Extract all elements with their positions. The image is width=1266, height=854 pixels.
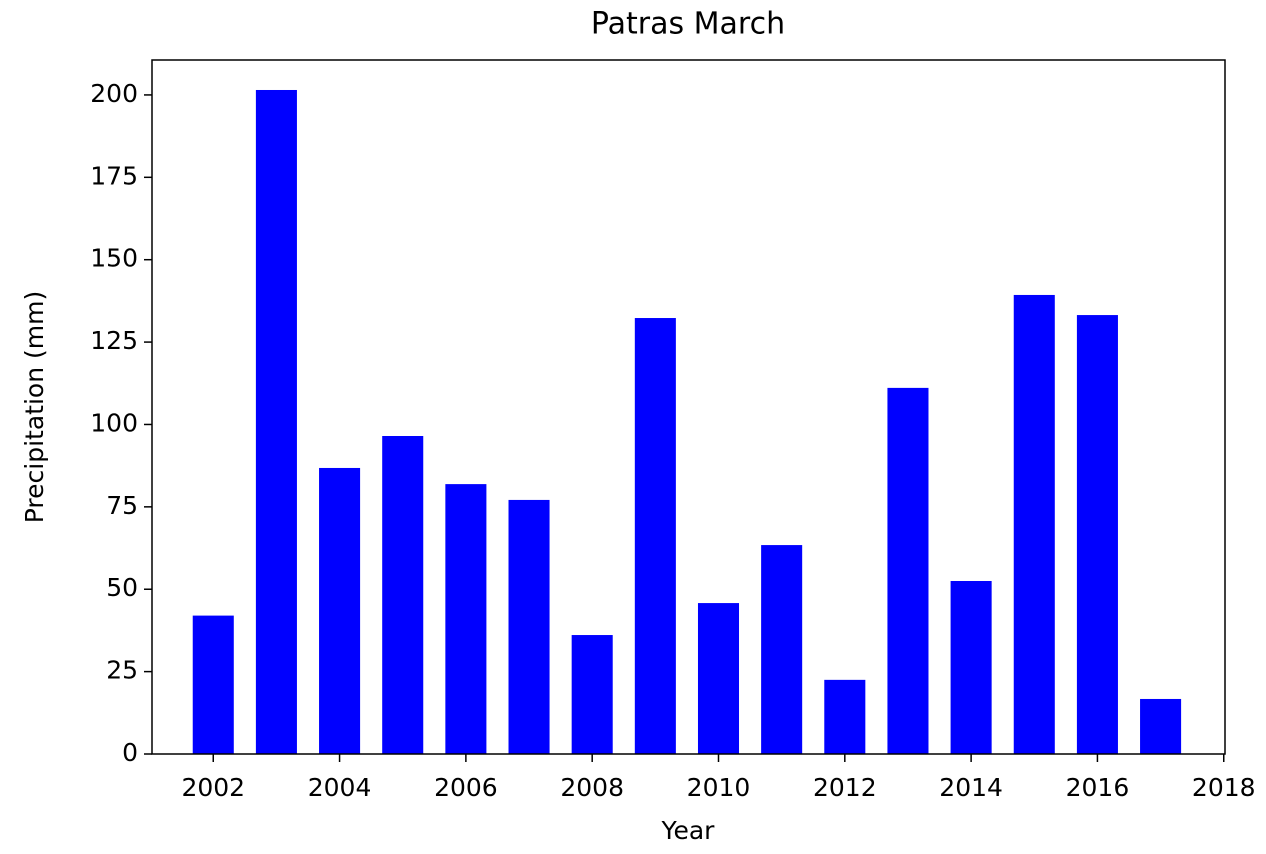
bar (1076, 315, 1118, 754)
x-axis-label: Year (661, 816, 716, 845)
bar (950, 580, 992, 754)
y-tick-label: 50 (106, 573, 138, 602)
bar (1013, 294, 1055, 754)
y-tick-label: 0 (122, 738, 138, 767)
x-tick-label: 2002 (181, 773, 245, 802)
bar (1140, 698, 1182, 754)
x-tick-label: 2004 (308, 773, 372, 802)
bar (508, 499, 550, 754)
y-tick-label: 125 (90, 326, 138, 355)
bar (255, 89, 297, 754)
bar (634, 318, 676, 754)
bar (382, 435, 424, 754)
y-tick-label: 200 (90, 79, 138, 108)
bar (824, 679, 866, 754)
y-tick-label: 150 (90, 244, 138, 273)
bar (697, 603, 740, 754)
x-tick-label: 2016 (1066, 773, 1130, 802)
x-tick-label: 2008 (560, 773, 624, 802)
y-tick-label: 75 (106, 491, 138, 520)
x-tick-label: 2006 (434, 773, 498, 802)
x-tick-label: 2010 (687, 773, 751, 802)
y-tick-label: 100 (90, 408, 138, 437)
bar (445, 484, 487, 754)
plot-frame (151, 59, 1226, 755)
x-tick-label: 2012 (813, 773, 877, 802)
bar (887, 387, 929, 754)
bar (761, 545, 803, 754)
bar (571, 635, 613, 754)
x-tick-label: 2014 (939, 773, 1003, 802)
chart-title: Patras March (591, 7, 785, 42)
y-axis-label: Precipitation (mm) (20, 291, 49, 523)
y-tick-label: 175 (90, 161, 138, 190)
y-tick-label: 25 (106, 656, 138, 685)
bar (319, 467, 361, 754)
bar (192, 615, 234, 754)
x-tick-label: 2018 (1192, 773, 1256, 802)
